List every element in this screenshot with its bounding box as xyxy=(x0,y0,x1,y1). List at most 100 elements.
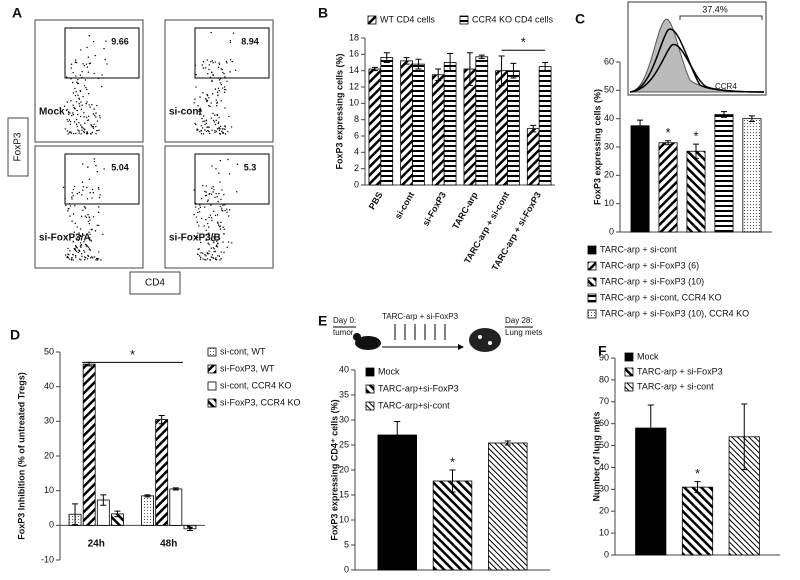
histogram-inset xyxy=(627,1,767,96)
event-dot xyxy=(64,254,67,256)
event-dot xyxy=(95,112,97,114)
bar xyxy=(538,66,552,186)
event-dot xyxy=(210,256,213,258)
event-dot xyxy=(203,225,205,227)
event-dot xyxy=(200,252,202,254)
y-tick-label: 30 xyxy=(604,141,614,151)
y-tick-label: 80 xyxy=(599,374,609,384)
event-dot xyxy=(208,64,210,66)
event-dot xyxy=(208,68,210,71)
event-dot xyxy=(83,112,85,114)
sample-name: si-FoxP3/A xyxy=(39,233,91,244)
event-dot xyxy=(211,60,214,62)
event-dot xyxy=(97,211,100,214)
event-dot xyxy=(66,118,68,121)
event-dot xyxy=(70,132,73,134)
event-dot xyxy=(214,88,217,90)
panel-letter: E xyxy=(318,313,327,329)
event-dot xyxy=(86,258,89,260)
event-dot xyxy=(75,101,78,103)
x-axis-label: CD4 xyxy=(145,278,165,289)
bar xyxy=(380,57,394,186)
event-dot xyxy=(196,236,198,238)
error-bar xyxy=(694,481,701,494)
event-dot xyxy=(72,188,75,191)
event-dot xyxy=(77,113,79,116)
event-dot xyxy=(211,93,214,95)
event-dot xyxy=(214,250,217,253)
event-dot xyxy=(87,115,90,118)
error-bar xyxy=(144,494,151,498)
panel-letter: A xyxy=(12,5,22,21)
panel-letter: C xyxy=(575,11,585,27)
y-tick-label: 16 xyxy=(349,49,359,59)
y-tick-label: 30 xyxy=(44,416,54,426)
event-dot xyxy=(217,94,219,97)
event-dot xyxy=(197,211,199,214)
event-dot xyxy=(205,229,207,232)
y-axis-label: FoxP3 expressing cells (%) xyxy=(334,53,344,169)
error-bar xyxy=(447,53,454,72)
legend-swatch xyxy=(365,384,375,394)
gate xyxy=(194,153,270,205)
legend-label: TARC-arp + si-FoxP3 xyxy=(637,366,723,376)
event-dot xyxy=(81,104,83,106)
event-dot xyxy=(222,226,224,228)
event-dot xyxy=(70,100,72,102)
event-dot xyxy=(91,126,94,128)
event-dot xyxy=(71,114,73,117)
event-dot xyxy=(75,61,78,64)
event-dot xyxy=(199,258,202,260)
error-bar xyxy=(530,124,537,133)
legend-swatch xyxy=(207,381,217,391)
event-dot xyxy=(211,165,213,167)
event-dot xyxy=(198,225,200,227)
legend-swatch xyxy=(207,347,217,357)
event-dot xyxy=(90,257,92,259)
event-dot xyxy=(87,56,90,58)
schematic-mets: Lung mets xyxy=(505,328,542,337)
error-bar xyxy=(114,510,121,518)
event-dot xyxy=(211,219,213,222)
event-dot xyxy=(216,114,219,117)
event-dot xyxy=(215,245,218,248)
event-dot xyxy=(196,129,198,131)
event-dot xyxy=(76,82,79,85)
event-dot xyxy=(68,119,71,121)
event-dot xyxy=(217,87,220,89)
event-dot xyxy=(215,257,217,259)
event-dot xyxy=(224,133,227,135)
event-dot xyxy=(219,181,221,183)
x-tick-label: si-FoxP3 xyxy=(421,190,448,227)
event-dot xyxy=(85,216,88,219)
legend-swatch xyxy=(587,245,597,255)
bar xyxy=(432,480,473,571)
legend-swatch xyxy=(207,398,217,408)
event-dot xyxy=(213,189,215,191)
event-dot xyxy=(101,74,103,76)
y-tick-label: 40 xyxy=(44,381,54,391)
bar xyxy=(463,68,477,186)
event-dot xyxy=(77,251,79,254)
gate-percent: 5.3 xyxy=(244,162,257,172)
event-dot xyxy=(193,213,195,216)
event-dot xyxy=(217,121,220,123)
y-tick-label: 20 xyxy=(604,170,614,180)
event-dot xyxy=(216,101,218,104)
event-dot xyxy=(83,234,85,236)
event-dot xyxy=(213,248,216,250)
y-tick-label: -10 xyxy=(41,554,54,564)
event-dot xyxy=(80,49,82,51)
event-dot xyxy=(220,209,223,211)
event-dot xyxy=(98,224,100,227)
event-dot xyxy=(72,112,74,114)
event-dot xyxy=(219,128,221,130)
event-dot xyxy=(104,58,106,61)
y-tick-label: 18 xyxy=(349,32,359,42)
event-dot xyxy=(93,256,96,258)
y-tick-label: 30 xyxy=(599,484,609,494)
event-dot xyxy=(228,215,230,217)
event-dot xyxy=(229,40,231,42)
event-dot xyxy=(79,242,82,244)
event-dot xyxy=(96,104,98,107)
